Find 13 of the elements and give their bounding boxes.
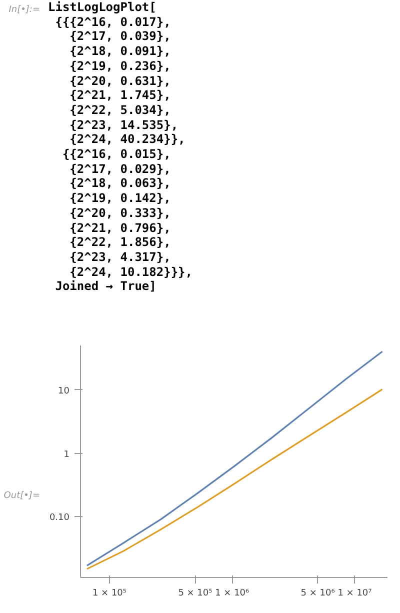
text: Out[•]= — [4, 490, 40, 503]
line-series — [86, 388, 384, 570]
x-tick-label: 1 × 10⁶ — [215, 588, 250, 598]
y-tick-label: 1 — [64, 450, 70, 460]
x-tick-label: 5 × 10⁵ — [178, 588, 213, 598]
x-tick-label: 5 × 10⁶ — [300, 588, 336, 598]
text: ListLogLogPlot[ {{{2^16, 0.017}, {2^17, 0.039}, {2^18, 0.091}, {2^19, 0.236}, {2^20, 0.631}, {2^21, 1.745}, {2^22, 5.034}, {2^23, 14.535}, {2^24, 40.234}}, {{2^16, 0.015}, {2^17, 0.029}, {2^18, 0.063}, {2^19, 0.142}, {2^20, 0.333}, {2^21, 0.796}, {2^22, 1.856}, {2^23, 4.317}, {2^24, 10.182}}}, Joined → True] — [48, 0, 192, 294]
y-tick-label: 0.10 — [49, 513, 70, 524]
text: In[•]:= — [8, 4, 40, 17]
x-tick-label: 1 × 10⁵ — [92, 588, 127, 598]
x-tick-label: 1 × 10⁷ — [338, 588, 372, 598]
y-tick-label: 10 — [58, 386, 70, 396]
line-series — [86, 350, 384, 566]
